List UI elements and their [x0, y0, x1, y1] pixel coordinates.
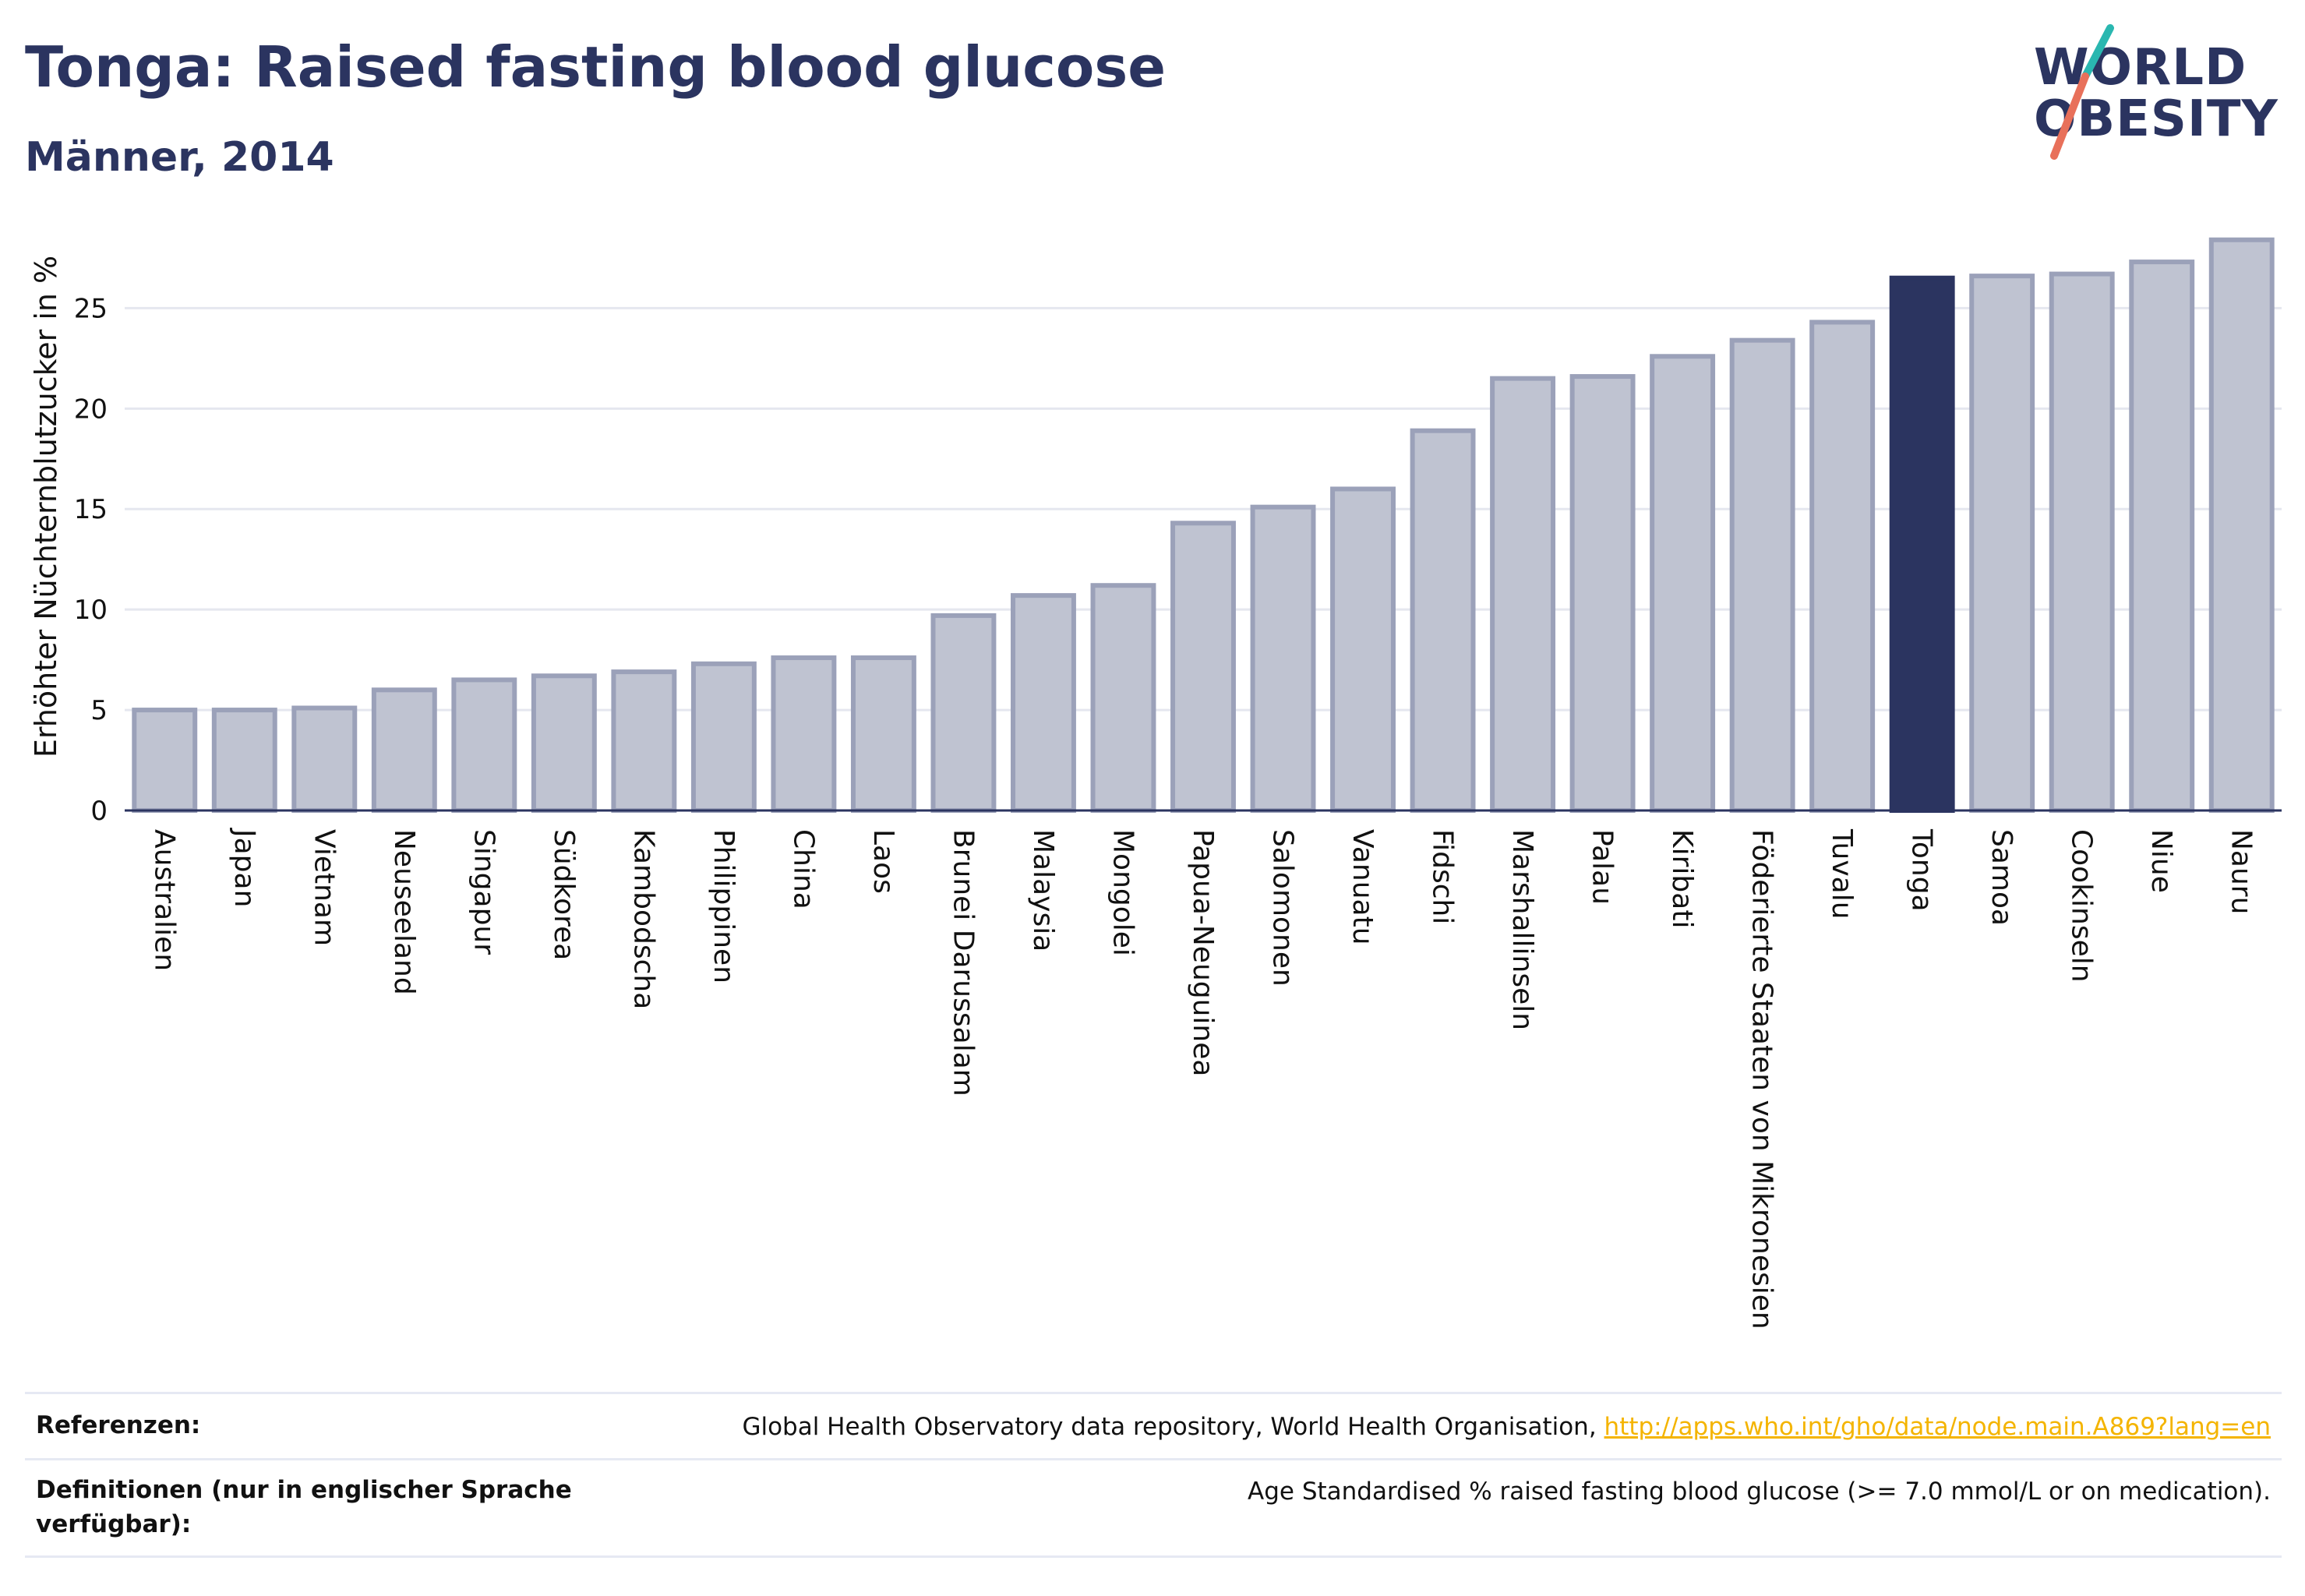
bar-tuvalu — [1809, 320, 1876, 813]
x-tick-label: Samoa — [1986, 829, 2017, 926]
x-tick-label: Fidschi — [1427, 829, 1459, 924]
references-label: Referenzen: — [36, 1411, 201, 1439]
bar-tonga — [1889, 275, 1955, 813]
bar-fidschi — [1410, 428, 1476, 813]
x-tick-label: Niue — [2145, 829, 2177, 893]
bar-chart: 0 5 10 15 20 25 Erhöhter Nüchternblutzucker in… — [29, 237, 2282, 1329]
x-tick-label: Mongolei — [1107, 829, 1138, 956]
x-tick-label: Malaysia — [1027, 829, 1059, 952]
x-tick-label: Palau — [1587, 829, 1618, 905]
bar-philippinen — [690, 661, 757, 813]
footer-table: Referenzen: Global Health Observatory da… — [25, 1392, 2282, 1558]
y-tick-label: 0 — [90, 796, 108, 827]
bar-kiribati — [1650, 354, 1716, 813]
y-tick-label: 20 — [74, 394, 108, 425]
logo-slash-icon — [2050, 24, 2114, 160]
x-tick-label: Kiribati — [1666, 829, 1698, 928]
bar-südkorea — [531, 673, 597, 813]
x-tick-label: Singapur — [468, 829, 499, 955]
x-tick-label: Cookinseln — [2066, 829, 2098, 983]
references-value: Global Health Observatory data repositor… — [742, 1413, 2271, 1441]
chart-subtitle: Männer, 2014 — [25, 134, 334, 181]
world-obesity-logo[interactable]: WORLD OBESITY — [2034, 23, 2291, 164]
x-tick-label: Philippinen — [708, 829, 740, 983]
y-tick-label: 15 — [74, 494, 108, 525]
bar-niue — [2129, 260, 2195, 814]
bar-nauru — [2208, 237, 2275, 814]
bar-singapur — [451, 677, 517, 813]
x-tick-label: Salomonen — [1267, 829, 1299, 987]
x-tick-label: Japan — [228, 828, 260, 907]
x-tick-label: Neuseeland — [388, 829, 420, 995]
x-tick-label: Australien — [148, 829, 180, 971]
bar-mongolei — [1090, 583, 1156, 813]
y-tick-label: 25 — [74, 293, 108, 324]
bar-samoa — [1969, 274, 2035, 813]
logo-line-1: WORLD — [2034, 39, 2247, 97]
references-link[interactable]: http://apps.who.int/gho/data/node.main.A… — [1604, 1413, 2271, 1441]
definitions-row: Definitionen (nur in englischer Sprache … — [25, 1458, 2282, 1558]
bar-palau — [1569, 374, 1636, 813]
x-tick-label: China — [787, 829, 819, 909]
bar-papua-neuguinea — [1170, 521, 1236, 813]
x-tick-label: Föderierte Staaten von Mikronesien — [1746, 829, 1778, 1329]
x-tick-label: Nauru — [2226, 829, 2257, 914]
definitions-label: Definitionen (nur in englischer Sprache … — [36, 1476, 572, 1538]
y-axis-title: Erhöhter Nüchternblutzucker in % — [29, 256, 63, 757]
x-tick-label: Vanuatu — [1347, 829, 1378, 945]
references-text: Global Health Observatory data repositor… — [742, 1413, 1604, 1441]
bar-neuseeland — [371, 687, 437, 813]
bar-australien — [132, 708, 198, 813]
bar-salomonen — [1250, 504, 1316, 814]
x-tick-label: Vietnam — [308, 829, 340, 946]
x-tick-label: Brunei Darussalam — [947, 829, 979, 1096]
bar-kambodscha — [611, 669, 677, 813]
bar-cookinseln — [2049, 271, 2115, 813]
y-tick-label: 5 — [90, 695, 108, 726]
x-tick-label: Tuvalu — [1826, 828, 1858, 920]
bar-china — [771, 655, 837, 813]
definitions-value: Age Standardised % raised fasting blood … — [1248, 1478, 2271, 1506]
bar-vanuatu — [1330, 486, 1396, 813]
bar-brunei-darussalam — [930, 613, 997, 813]
bar-vietnam — [291, 705, 358, 814]
bar-föderierte-staaten-von-mikronesien — [1729, 337, 1795, 814]
chart-title: Tonga: Raised fasting blood glucose — [25, 34, 1167, 100]
y-tick-label: 10 — [74, 595, 108, 626]
x-tick-label: Südkorea — [548, 829, 580, 960]
x-tick-label: Tonga — [1906, 828, 1938, 912]
bar-malaysia — [1011, 593, 1076, 813]
references-row: Referenzen: Global Health Observatory da… — [25, 1392, 2282, 1458]
x-tick-label: Papua-Neuguinea — [1187, 829, 1219, 1076]
bar-laos — [850, 655, 916, 813]
bar-japan — [211, 708, 277, 813]
x-tick-label: Laos — [867, 829, 899, 894]
x-tick-label: Marshallinseln — [1506, 829, 1538, 1030]
bar-marshallinseln — [1490, 376, 1556, 813]
x-tick-label: Kambodscha — [627, 829, 659, 1009]
